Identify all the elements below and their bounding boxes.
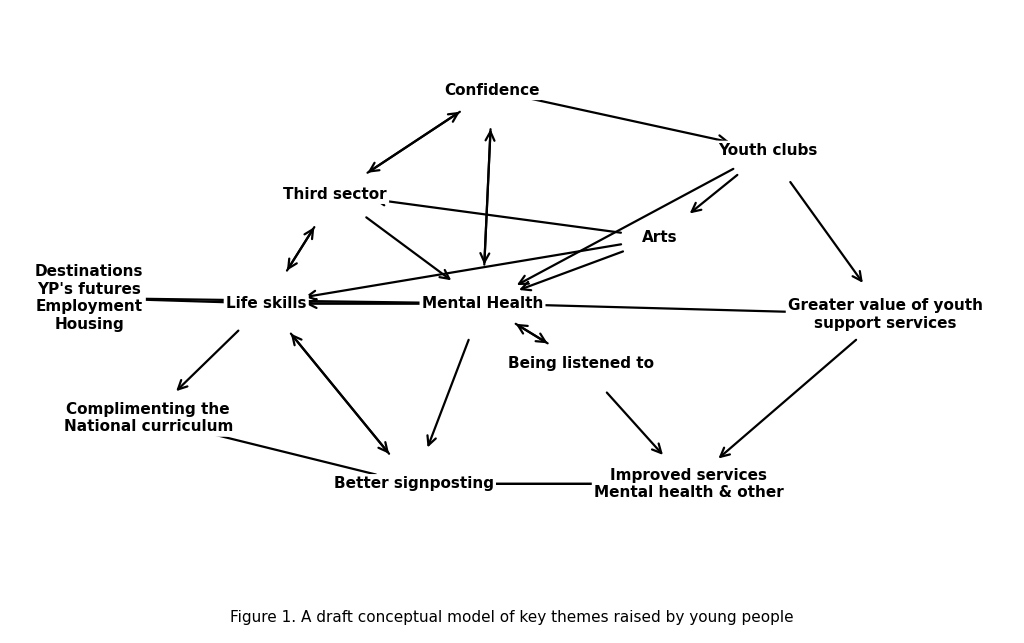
Text: Mental Health: Mental Health xyxy=(422,296,543,311)
Text: Figure 1. A draft conceptual model of key themes raised by young people: Figure 1. A draft conceptual model of ke… xyxy=(230,610,794,625)
Text: Third sector: Third sector xyxy=(284,186,387,202)
Text: Life skills: Life skills xyxy=(226,296,306,311)
Text: Arts: Arts xyxy=(642,230,677,246)
Text: Confidence: Confidence xyxy=(444,83,540,98)
Text: Destinations
YP's futures
Employment
Housing: Destinations YP's futures Employment Hou… xyxy=(35,264,143,332)
Text: Better signposting: Better signposting xyxy=(334,476,494,491)
Text: Greater value of youth
support services: Greater value of youth support services xyxy=(788,298,983,331)
Text: Complimenting the
National curriculum: Complimenting the National curriculum xyxy=(63,402,233,435)
Text: Being listened to: Being listened to xyxy=(508,356,653,371)
Text: Youth clubs: Youth clubs xyxy=(718,143,817,158)
Text: Improved services
Mental health & other: Improved services Mental health & other xyxy=(594,467,783,500)
